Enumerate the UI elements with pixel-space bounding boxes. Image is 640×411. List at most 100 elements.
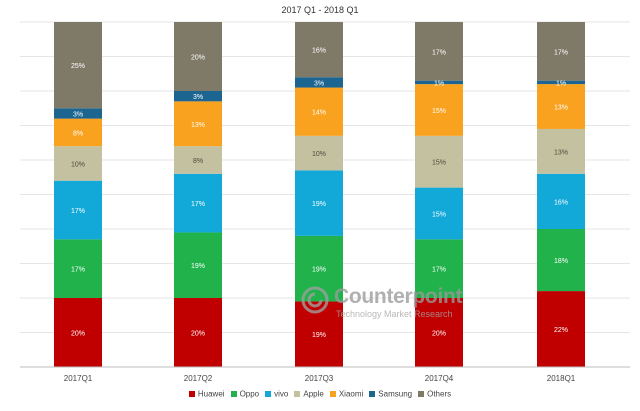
bar-segment-apple-2017q4 <box>415 135 463 188</box>
bar-segment-samsung-2017q2 <box>174 91 222 102</box>
data-label-apple-2018q1: 13% <box>554 149 568 156</box>
bar-segment-xiaomi-2017q3 <box>295 87 343 136</box>
legend-swatch-xiaomi <box>329 390 336 397</box>
bar-segment-apple-2018q1 <box>537 128 585 174</box>
bar-segment-vivo-2017q4 <box>415 187 463 240</box>
bar-segment-vivo-2017q1 <box>54 180 102 240</box>
data-label-samsung-2017q2: 3% <box>193 94 203 101</box>
segment-labels: 20% 17% 17% 10% 8% 3% 25% 20% 19% 17% 8% 13% 3% 20% 19… <box>71 48 568 340</box>
legend-swatch-vivo <box>265 390 272 397</box>
x-tick-label-2017q4: 2017Q4 <box>425 374 454 383</box>
data-label-vivo-2017q3: 19% <box>312 201 326 208</box>
bar-segment-samsung-2017q4 <box>415 80 463 85</box>
data-label-oppo-2017q2: 19% <box>191 263 205 270</box>
bar-segment-oppo-2017q2 <box>174 232 222 298</box>
x-tick-label-2017q1: 2017Q1 <box>64 374 93 383</box>
data-label-others-2017q3: 16% <box>312 48 326 55</box>
bar-segment-others-2017q4 <box>415 22 463 81</box>
legend-swatch-samsung <box>369 390 376 397</box>
x-tick-label-2017q3: 2017Q3 <box>305 374 334 383</box>
chart-title: 2017 Q1 - 2018 Q1 <box>281 5 359 15</box>
bar-segment-oppo-2017q1 <box>54 239 102 298</box>
bar-segment-apple-2017q1 <box>54 146 102 181</box>
data-label-oppo-2017q3: 19% <box>312 267 326 274</box>
legend-item-apple: Apple <box>294 389 324 399</box>
data-label-vivo-2017q1: 17% <box>71 208 85 215</box>
legend-label-apple: Apple <box>303 389 324 399</box>
legend-item-others: Others <box>418 389 451 398</box>
bar-segment-vivo-2017q2 <box>174 173 222 233</box>
bar-segment-apple-2017q2 <box>174 146 222 174</box>
bar-segment-others-2017q2 <box>174 22 222 91</box>
bar-segment-vivo-2018q1 <box>537 173 585 229</box>
bar-segment-others-2017q1 <box>54 22 102 109</box>
data-label-xiaomi-2017q1: 8% <box>73 130 83 137</box>
legend-item-oppo: Oppo <box>230 389 260 399</box>
bar-segment-oppo-2018q1 <box>537 229 585 292</box>
data-label-xiaomi-2017q4: 15% <box>432 108 446 115</box>
legend-swatch-oppo <box>230 390 237 397</box>
bar-segment-vivo-2017q3 <box>295 170 343 236</box>
data-label-oppo-2017q1: 17% <box>71 267 85 274</box>
legend-item-vivo: vivo <box>265 389 288 398</box>
legend-swatch-apple <box>294 390 301 397</box>
counterpoint-watermark: Counterpoint Technology Market Research <box>300 283 470 327</box>
bar-segments <box>54 22 585 367</box>
legend: Huawei Oppo vivo Apple Xiaomi Samsung Others <box>0 389 640 398</box>
legend-label-huawei: Huawei <box>197 389 225 399</box>
data-label-oppo-2017q4: 17% <box>432 267 446 274</box>
bar-segment-samsung-2017q1 <box>54 108 102 119</box>
data-label-xiaomi-2017q3: 14% <box>312 110 326 117</box>
data-label-others-2017q2: 20% <box>191 55 205 62</box>
legend-item-xiaomi: Xiaomi <box>329 389 364 399</box>
watermark-name: Counterpoint <box>334 285 463 308</box>
data-label-huawei-2017q2: 20% <box>191 331 205 338</box>
data-label-others-2017q1: 25% <box>71 63 85 70</box>
bar-segment-apple-2017q3 <box>295 135 343 171</box>
data-label-xiaomi-2018q1: 13% <box>554 105 568 112</box>
x-axis: 2017Q1 2017Q2 2017Q3 2017Q4 2018Q1 <box>20 366 630 383</box>
data-label-huawei-2017q4: 20% <box>432 331 446 338</box>
legend-label-oppo: Oppo <box>239 389 260 399</box>
legend-label-xiaomi: Xiaomi <box>338 389 364 399</box>
bar-segment-others-2018q1 <box>537 22 585 81</box>
legend-label-vivo: vivo <box>274 389 289 399</box>
watermark-tagline: Technology Market Research <box>336 309 453 319</box>
data-label-huawei-2018q1: 22% <box>554 327 568 334</box>
data-label-xiaomi-2017q2: 13% <box>191 122 205 129</box>
bar-segment-huawei-2017q2 <box>174 298 222 367</box>
data-label-huawei-2017q3: 19% <box>312 332 326 339</box>
x-tick-label-2018q1: 2018Q1 <box>547 374 576 383</box>
bar-segment-huawei-2017q4 <box>415 298 463 367</box>
legend-swatch-huawei <box>188 390 195 397</box>
data-label-apple-2017q3: 10% <box>312 151 326 158</box>
bar-segment-xiaomi-2017q4 <box>415 84 463 136</box>
data-label-samsung-2018q1: 1% <box>556 80 566 87</box>
legend-item-huawei: Huawei <box>188 389 225 399</box>
data-label-others-2018q1: 17% <box>554 49 568 56</box>
bar-segment-huawei-2018q1 <box>537 291 585 367</box>
data-label-apple-2017q4: 15% <box>432 160 446 167</box>
bar-segment-samsung-2018q1 <box>537 80 585 85</box>
legend-label-others: Others <box>427 389 452 399</box>
data-label-others-2017q4: 17% <box>432 49 446 56</box>
data-label-apple-2017q2: 8% <box>193 158 203 165</box>
data-label-vivo-2017q2: 17% <box>191 201 205 208</box>
legend-label-samsung: Samsung <box>378 389 413 399</box>
bar-segment-others-2017q3 <box>295 22 343 78</box>
data-label-oppo-2018q1: 18% <box>554 258 568 265</box>
legend-item-samsung: Samsung <box>369 389 412 398</box>
bar-segment-xiaomi-2017q2 <box>174 101 222 147</box>
bar-segment-xiaomi-2017q1 <box>54 118 102 147</box>
bar-segment-huawei-2017q1 <box>54 298 102 367</box>
bar-segment-samsung-2017q3 <box>295 77 343 88</box>
bar-segment-oppo-2017q3 <box>295 235 343 302</box>
data-label-vivo-2018q1: 16% <box>554 199 568 206</box>
data-label-apple-2017q1: 10% <box>71 161 85 168</box>
bar-segment-oppo-2017q4 <box>415 239 463 298</box>
data-label-vivo-2017q4: 15% <box>432 211 446 218</box>
data-label-samsung-2017q4: 1% <box>434 80 444 87</box>
legend-swatch-others <box>418 390 425 397</box>
x-tick-label-2017q2: 2017Q2 <box>184 374 213 383</box>
